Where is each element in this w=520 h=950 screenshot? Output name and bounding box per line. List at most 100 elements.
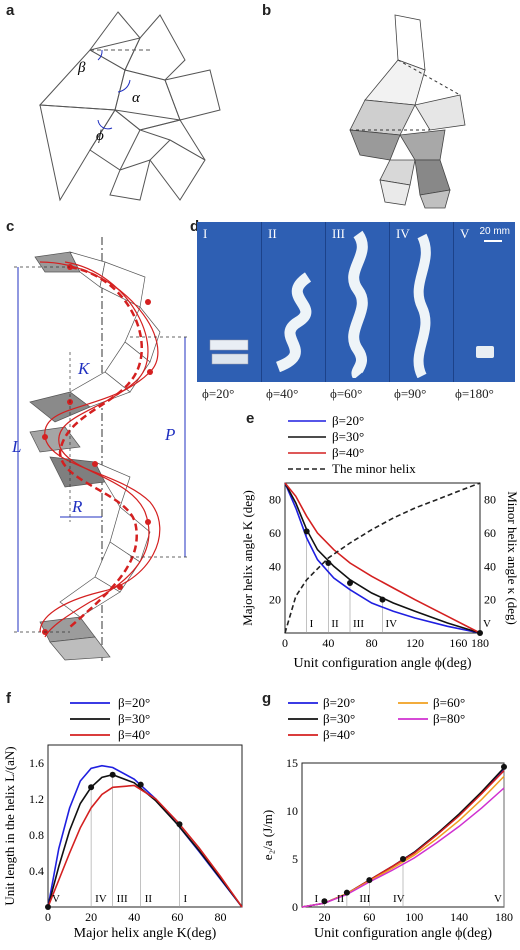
legend-label-1: β=30° — [332, 429, 364, 444]
x-tick-0: 0 — [282, 636, 288, 650]
roman-label-3: II — [145, 893, 153, 905]
data-point-1 — [88, 784, 95, 791]
data-point-3 — [137, 781, 144, 788]
x-tick-2: 40 — [128, 910, 140, 924]
panel-label-b: b — [262, 2, 272, 19]
photo-roman-5: V — [460, 226, 470, 241]
x-tick-2: 100 — [405, 910, 423, 924]
legend-label-0: β=20° — [332, 413, 364, 428]
photo-panel-4: IV — [389, 222, 454, 382]
series-line-2 — [284, 482, 481, 634]
legend-label-3: The minor helix — [332, 461, 416, 476]
legend-label-4: β=80° — [433, 711, 465, 726]
y-tick-right-3: 80 — [484, 493, 496, 507]
roman-label-4: I — [183, 893, 187, 905]
origami-photo-2 — [275, 272, 312, 372]
x-tick-3: 140 — [450, 910, 468, 924]
y-tick-1: 5 — [292, 852, 298, 866]
roman-label-4: V — [483, 618, 491, 630]
helix-length-label: L — [11, 437, 21, 456]
roman-label-0: I — [314, 893, 318, 905]
legend-label-2: β=40° — [332, 445, 364, 460]
roman-label-4: V — [494, 893, 502, 905]
series-line-3 — [284, 482, 481, 634]
origami-photo-1 — [209, 339, 249, 365]
y-tick-left-3: 80 — [269, 493, 281, 507]
x-tick-4: 80 — [214, 910, 226, 924]
radius-label: R — [71, 497, 83, 516]
x-tick-4: 160 — [449, 636, 467, 650]
x-tick-0: 20 — [318, 910, 330, 924]
plot-frame — [47, 744, 243, 908]
shaded-origami-unit — [349, 14, 466, 209]
panel-label-a: a — [6, 2, 15, 19]
data-point-3 — [400, 856, 406, 862]
y-tick-left-0: 20 — [269, 593, 281, 607]
series-line-1 — [47, 773, 243, 908]
roman-label-3: IV — [393, 893, 405, 905]
photo-roman-3: III — [332, 226, 345, 241]
photo-panel-3: III — [325, 222, 390, 382]
x-tick-1: 40 — [322, 636, 334, 650]
photo-roman-4: IV — [396, 226, 410, 241]
x-tick-4: 180 — [495, 910, 513, 924]
y-tick-left-1: 40 — [269, 559, 281, 573]
x-tick-2: 80 — [366, 636, 378, 650]
y-tick-0: 0.4 — [29, 864, 44, 878]
origami-photo-3 — [348, 230, 368, 378]
photo-caption-4: ϕ=90° — [394, 386, 427, 401]
helix-angle-label: K — [77, 359, 91, 378]
y-tick-3: 15 — [286, 756, 298, 770]
data-point-0 — [321, 898, 328, 905]
data-point-0 — [45, 904, 51, 910]
roman-label-3: IV — [386, 618, 398, 630]
photo-roman-1: I — [203, 226, 208, 241]
data-point-4 — [176, 821, 183, 828]
data-point-1 — [343, 889, 350, 896]
beta-label: β — [77, 60, 86, 76]
data-point-2 — [366, 877, 373, 884]
series-line-2 — [47, 784, 243, 908]
legend-label-2: β=40° — [323, 727, 355, 742]
photo-caption-3: ϕ=60° — [330, 386, 363, 401]
legend-label-2: β=40° — [118, 727, 150, 742]
origami-photo-4 — [413, 233, 431, 378]
data-point-2 — [347, 580, 353, 586]
photo-caption-1: ϕ=20° — [202, 386, 235, 401]
roman-label-1: II — [337, 893, 345, 905]
x-tick-5: 180 — [471, 636, 489, 650]
y-axis-label-right: Minor helix angle κ (deg) — [505, 491, 518, 625]
photo-caption-5: ϕ=180° — [455, 386, 494, 401]
photo-caption-2: ϕ=40° — [266, 386, 299, 401]
x-axis-label: Unit configuration angle ϕ(deg) — [314, 926, 492, 941]
data-point-3 — [379, 596, 386, 603]
legend-label-1: β=30° — [118, 711, 150, 726]
roman-label-1: IV — [95, 893, 107, 905]
panel-label-d: d — [190, 218, 200, 235]
roman-label-2: III — [359, 893, 370, 905]
origami-photo-5 — [476, 346, 494, 358]
data-point-1 — [325, 560, 332, 566]
x-tick-3: 120 — [406, 636, 424, 650]
data-point-4 — [477, 630, 483, 636]
x-tick-3: 60 — [171, 910, 183, 924]
data-point-4 — [501, 763, 507, 770]
x-axis-label: Unit configuration angle ϕ(deg) — [293, 656, 471, 671]
y-tick-2: 10 — [286, 804, 298, 818]
roman-label-2: III — [117, 893, 128, 905]
x-tick-1: 20 — [85, 910, 97, 924]
roman-label-2: III — [353, 618, 364, 630]
series-line-1 — [284, 482, 481, 634]
photo-panel-2: II — [261, 222, 326, 382]
panel-label-e: e — [246, 410, 255, 427]
legend-label-0: β=20° — [323, 695, 355, 710]
x-tick-0: 0 — [45, 910, 51, 924]
helix-diagram: L K P R — [11, 237, 190, 662]
x-axis-label: Major helix angle K(deg) — [74, 926, 217, 941]
legend-label-1: β=30° — [323, 711, 355, 726]
y-tick-left-2: 60 — [269, 526, 281, 540]
series-line-0 — [284, 482, 481, 634]
y-tick-right-1: 40 — [484, 559, 496, 573]
